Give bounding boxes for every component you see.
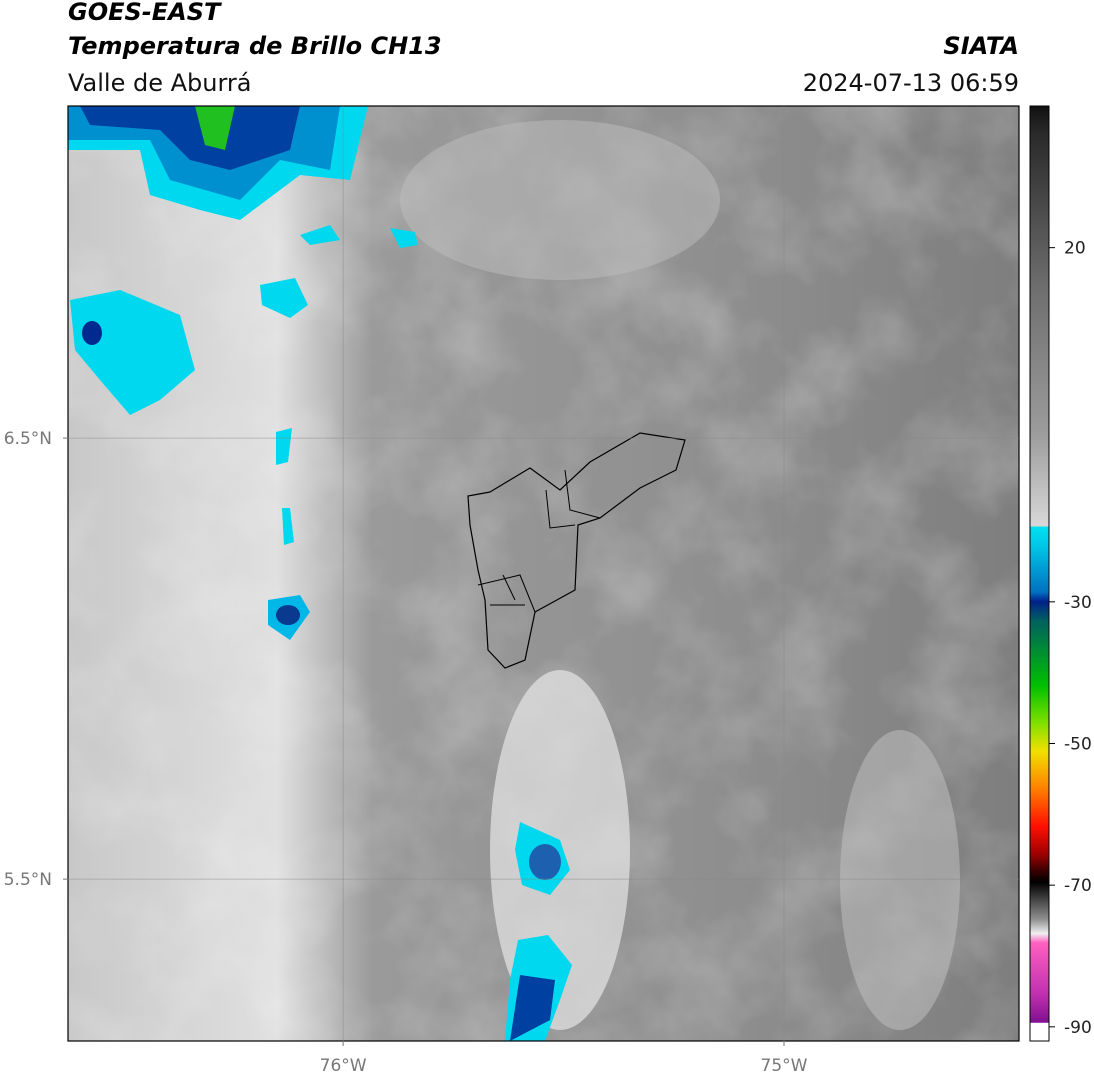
region: Valle de Aburrá bbox=[68, 69, 252, 97]
title: GOES-EAST bbox=[68, 0, 222, 26]
colorbar-tick-label: -30 bbox=[1064, 593, 1092, 613]
colorbar-tick-label: 20 bbox=[1064, 239, 1086, 259]
y-tick-label: 6.5°N bbox=[4, 429, 52, 449]
datetime: 2024-07-13 06:59 bbox=[803, 69, 1019, 97]
subtitle: Temperatura de Brillo CH13 bbox=[68, 32, 442, 60]
colorbar-tick-label: -90 bbox=[1064, 1018, 1092, 1038]
map-image bbox=[68, 106, 1019, 1041]
colorbar-tick-label: -70 bbox=[1064, 876, 1092, 896]
source: SIATA bbox=[943, 32, 1019, 60]
x-tick-label: 75°W bbox=[761, 1056, 808, 1076]
colorbar bbox=[1029, 105, 1050, 1042]
x-tick-label: 76°W bbox=[320, 1056, 367, 1076]
colorbar-tick-label: -50 bbox=[1064, 735, 1092, 755]
y-tick-label: 5.5°N bbox=[4, 870, 52, 890]
map-frame bbox=[67, 105, 1020, 1042]
